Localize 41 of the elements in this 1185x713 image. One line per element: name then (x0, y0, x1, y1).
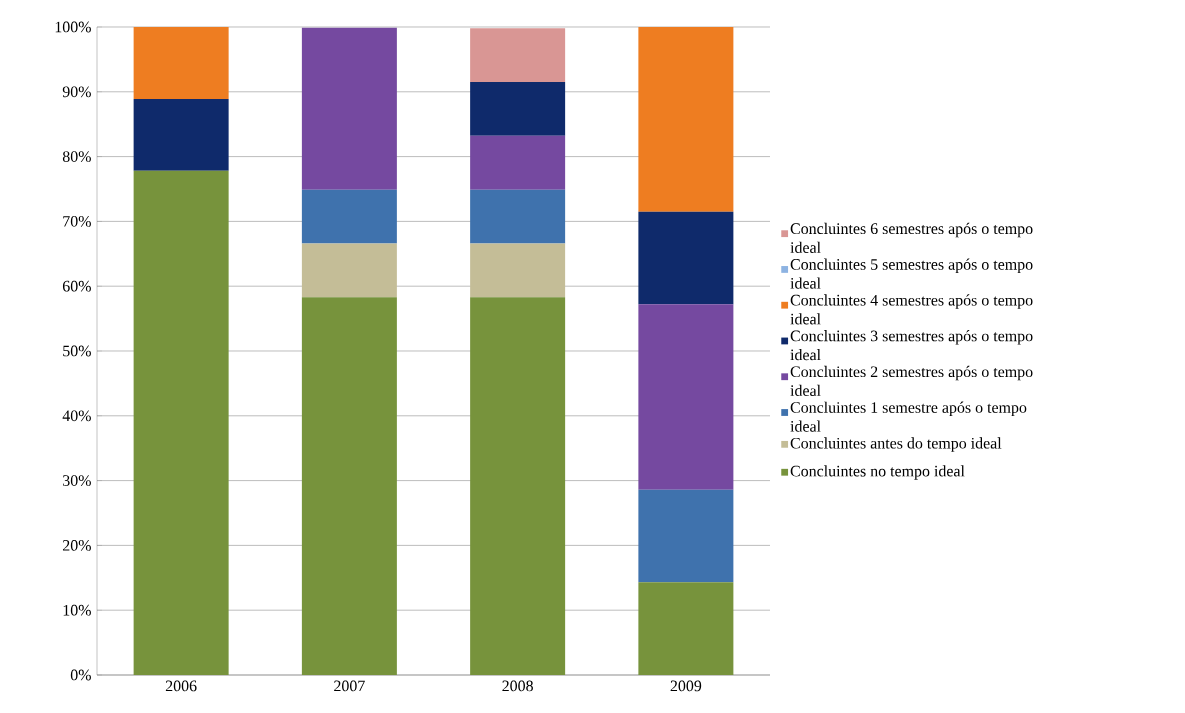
x-tick-label: 2009 (670, 680, 702, 692)
bar (638, 211, 734, 305)
bar (301, 27, 397, 190)
bar (133, 26, 229, 99)
x-tick-label: 2006 (165, 680, 197, 692)
bar (470, 28, 566, 83)
bar (470, 297, 566, 675)
y-tick-label: 0% (70, 669, 91, 681)
y-tick-label: 40% (62, 410, 91, 422)
y-tick-label: 10% (63, 604, 91, 616)
bar (470, 135, 566, 190)
legend-label: Concluintes 4 semestres após o tempo ideal (790, 294, 1033, 325)
legend-label: Concluintes 2 semestres após o tempo ideal (790, 365, 1033, 397)
bar (638, 582, 734, 675)
bar (638, 304, 734, 490)
x-tick-label: 2008 (502, 680, 533, 692)
y-tick-label: 30% (63, 475, 91, 486)
bar (638, 26, 734, 212)
bar (301, 243, 397, 298)
legend-label: Concluintes antes do tempo ideal (790, 437, 1002, 452)
bar (301, 189, 397, 244)
bar (133, 98, 229, 171)
legend-label: Concluintes 6 semestres após o tempo ideal (790, 222, 1033, 253)
y-tick-label: 60% (62, 280, 91, 292)
bar (470, 189, 566, 244)
y-tick-label: 100% (55, 21, 91, 33)
legend-label: Concluintes 5 semestres após o tempo ideal (790, 258, 1033, 289)
bar (638, 489, 734, 583)
y-tick-label: 90% (62, 86, 91, 98)
bar (301, 297, 397, 675)
bar (470, 243, 566, 298)
bar (133, 170, 229, 675)
y-tick-label: 20% (62, 540, 91, 551)
bar (470, 82, 566, 136)
y-tick-label: 50% (63, 345, 91, 357)
legend-label: Concluintes no tempo ideal (790, 465, 965, 480)
legend-label: Concluintes 3 semestres após o tempo ideal (790, 330, 1033, 361)
y-tick-label: 70% (63, 216, 91, 227)
y-tick-label: 80% (62, 151, 91, 162)
legend-label: Concluintes 1 semestre após o tempo ideal (790, 401, 1027, 432)
x-tick-label: 2007 (334, 680, 365, 692)
